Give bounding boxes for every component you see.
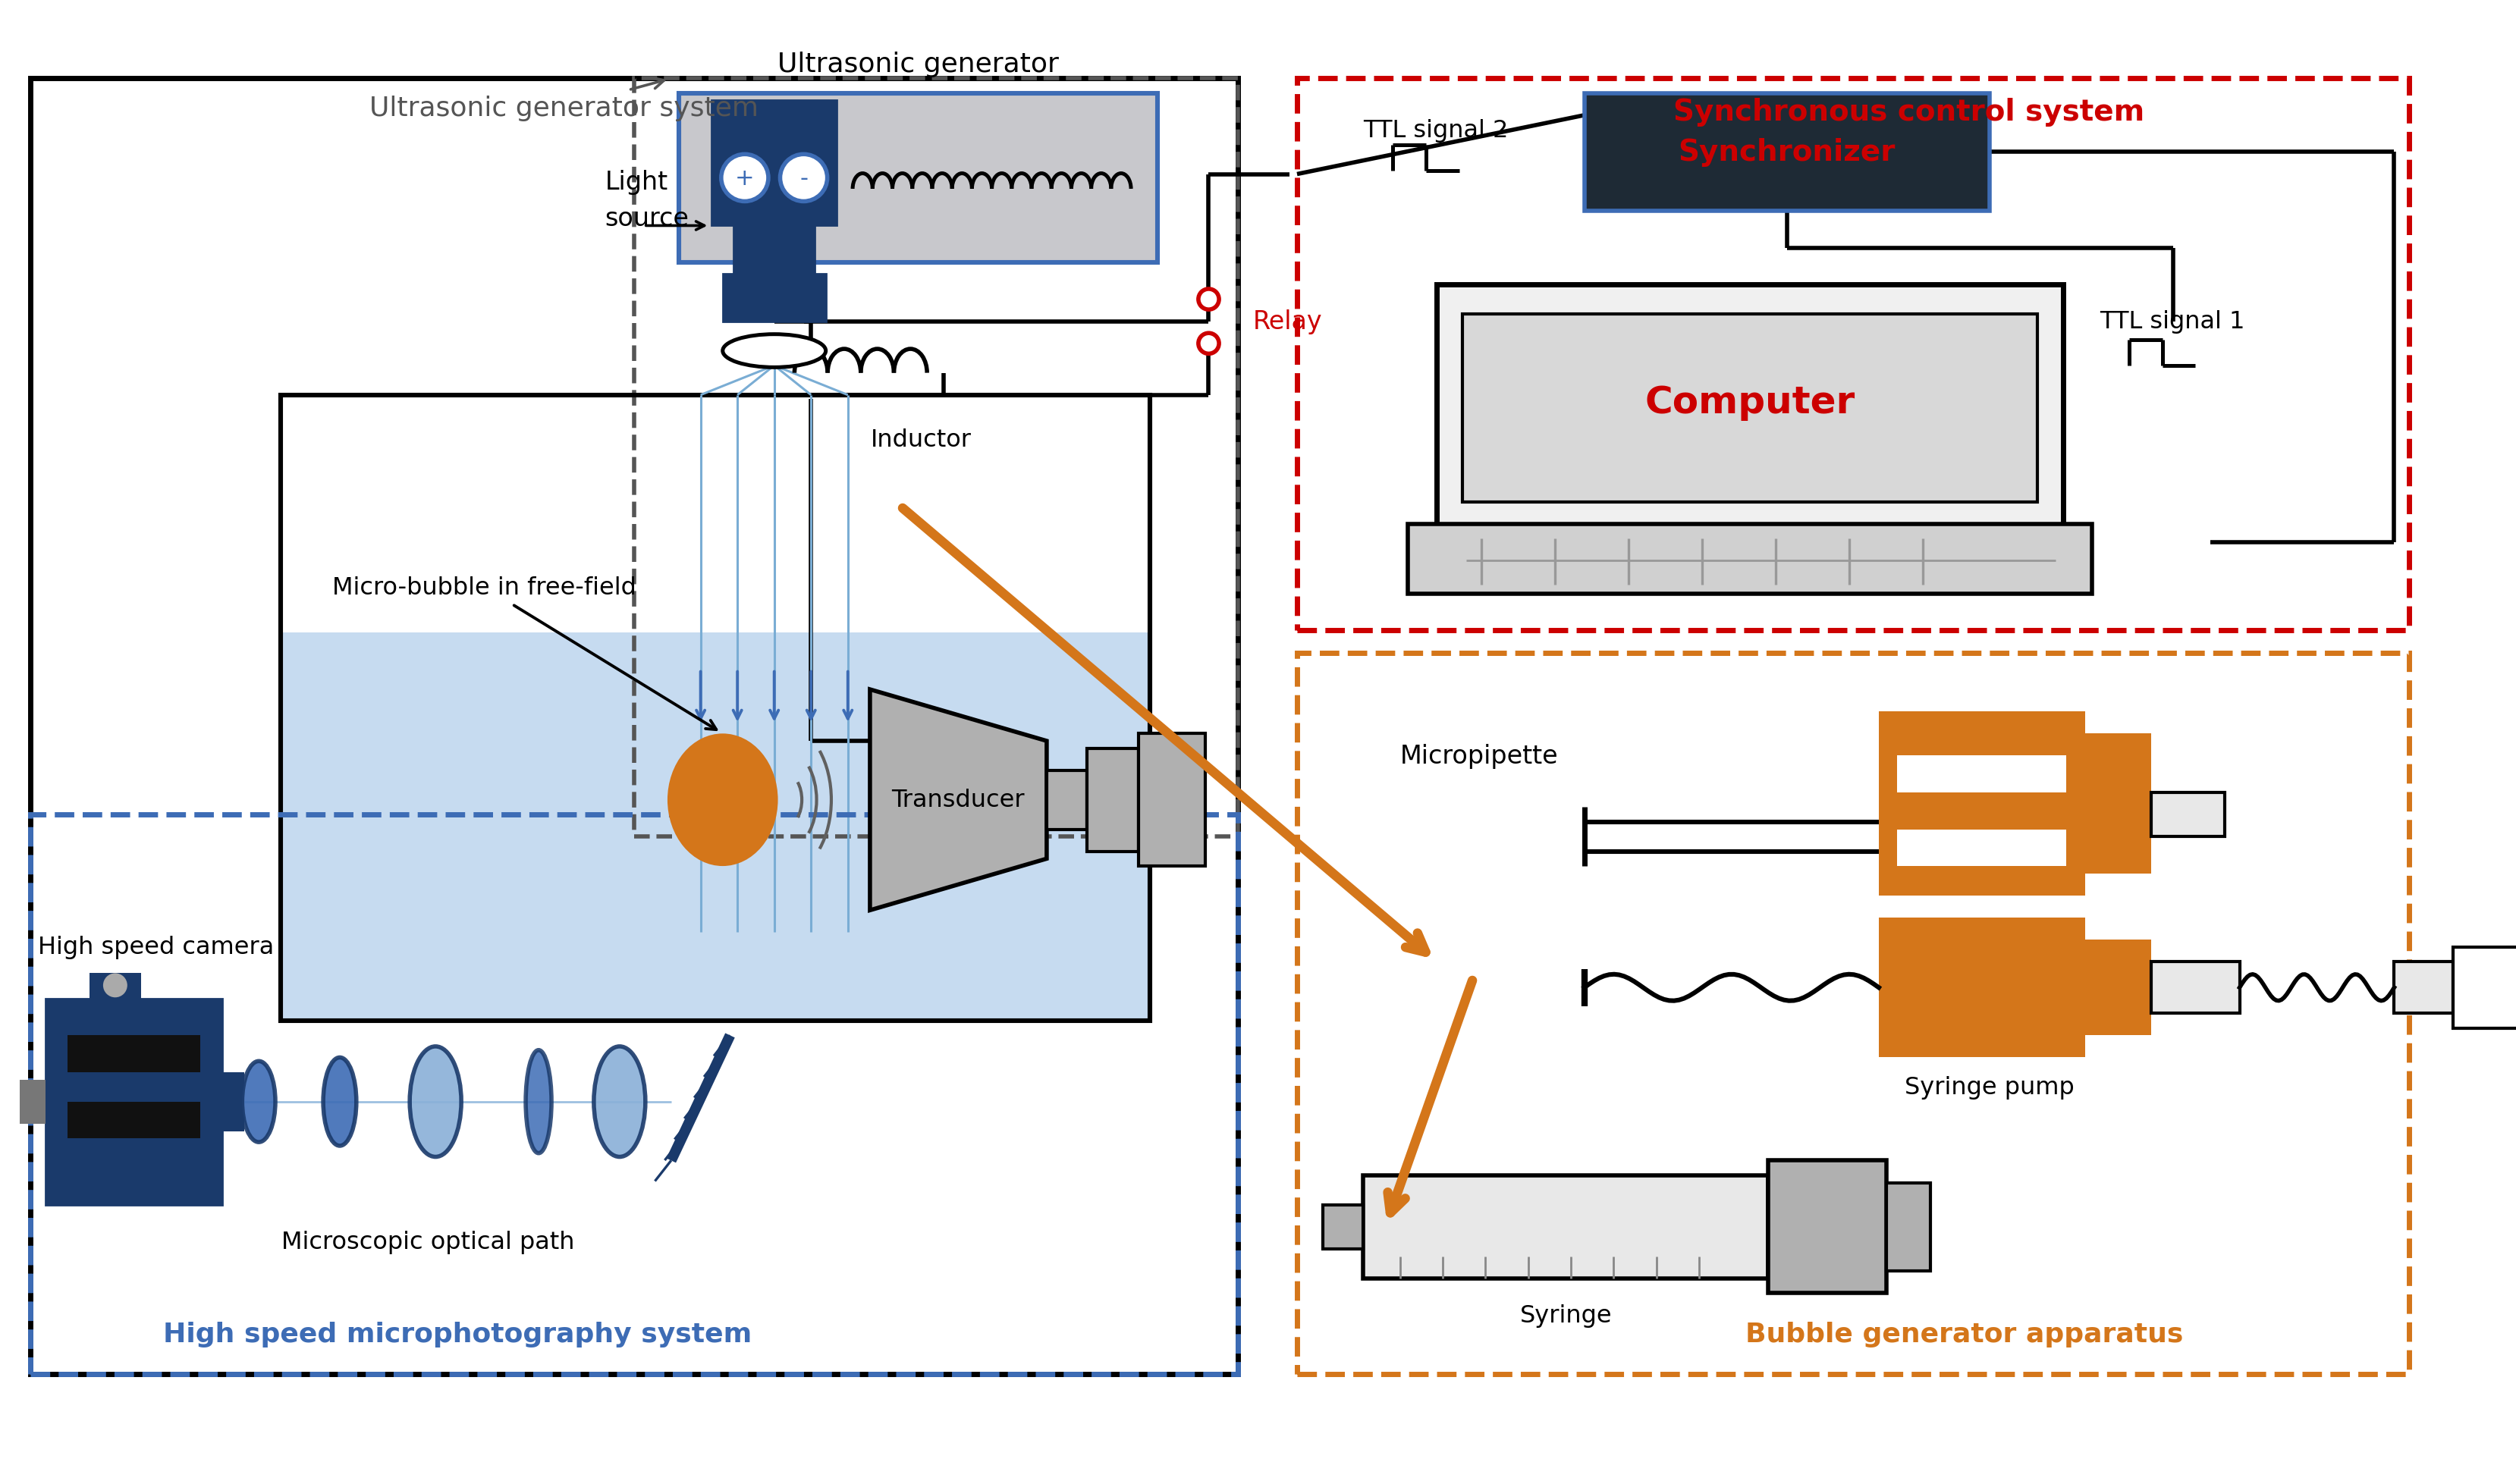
Bar	[20, 1080, 45, 1123]
Bar	[634, 79, 1238, 837]
Text: Relay: Relay	[1253, 309, 1323, 334]
Bar	[1879, 712, 2086, 896]
Bar	[1437, 285, 2063, 528]
Bar	[1047, 770, 1087, 830]
Bar	[1897, 830, 2066, 867]
Text: Synchronizer: Synchronizer	[1678, 138, 1895, 168]
Bar	[735, 223, 815, 278]
Text: Syringe pump: Syringe pump	[1905, 1076, 2073, 1098]
Ellipse shape	[667, 735, 777, 867]
Ellipse shape	[526, 1051, 551, 1153]
Text: High speed microphotography system: High speed microphotography system	[164, 1321, 752, 1346]
Text: Ultrasonic generator: Ultrasonic generator	[777, 52, 1059, 77]
Text: -: -	[800, 168, 808, 190]
Text: TTL signal 2: TTL signal 2	[1364, 119, 1510, 142]
Circle shape	[103, 975, 126, 997]
Text: Microscopic optical path: Microscopic optical path	[282, 1230, 574, 1254]
Text: Light: Light	[604, 169, 667, 194]
Circle shape	[722, 154, 767, 202]
Bar	[1298, 653, 2408, 1374]
Ellipse shape	[722, 335, 825, 368]
Bar	[2151, 792, 2224, 837]
Circle shape	[780, 154, 828, 202]
Bar	[1323, 1205, 1364, 1250]
Bar	[2395, 962, 2453, 1014]
Polygon shape	[871, 690, 1047, 911]
Bar	[2086, 939, 2151, 1036]
Bar	[722, 275, 825, 322]
Bar	[1140, 735, 1205, 867]
Bar	[68, 1036, 199, 1073]
Bar	[1887, 1183, 1930, 1270]
Bar	[30, 79, 1238, 1374]
Bar	[1897, 755, 2066, 792]
Bar	[282, 395, 1150, 1021]
Bar	[712, 101, 838, 226]
Text: Synchronous control system: Synchronous control system	[1673, 98, 2144, 126]
Circle shape	[1198, 289, 1218, 310]
Bar	[30, 815, 1238, 1374]
Circle shape	[1198, 334, 1218, 355]
Text: Inductor: Inductor	[871, 427, 971, 451]
Text: Syringe: Syringe	[1520, 1303, 1613, 1327]
Text: Micro-bubble in free-field: Micro-bubble in free-field	[332, 576, 717, 730]
Bar	[282, 634, 1150, 1021]
Bar	[679, 93, 1157, 263]
Text: High speed camera: High speed camera	[38, 935, 274, 959]
Text: Ultrasonic generator system: Ultrasonic generator system	[370, 79, 757, 122]
Bar	[45, 999, 221, 1205]
Bar	[2453, 947, 2516, 1028]
Bar	[2086, 735, 2151, 874]
Bar	[1364, 1175, 1769, 1278]
Bar	[221, 1073, 244, 1131]
Text: Bubble generator apparatus: Bubble generator apparatus	[1746, 1321, 2184, 1346]
Text: Computer: Computer	[1645, 384, 1854, 421]
Text: TTL signal 1: TTL signal 1	[2101, 310, 2244, 334]
Bar	[68, 1101, 199, 1138]
Ellipse shape	[410, 1046, 460, 1158]
Bar	[1462, 315, 2038, 502]
Bar	[91, 974, 141, 999]
Bar	[1298, 79, 2408, 631]
Text: source: source	[604, 206, 689, 232]
Bar	[1406, 524, 2093, 594]
Ellipse shape	[594, 1046, 647, 1158]
Bar	[2151, 962, 2239, 1014]
Bar	[1879, 917, 2086, 1058]
Text: Transducer: Transducer	[891, 788, 1024, 812]
Bar	[1769, 1160, 1887, 1293]
Text: +: +	[735, 168, 755, 190]
Ellipse shape	[242, 1061, 274, 1143]
Ellipse shape	[322, 1058, 357, 1146]
Bar	[1087, 748, 1140, 852]
Text: Micropipette: Micropipette	[1399, 743, 1557, 769]
Bar	[1585, 93, 1990, 212]
